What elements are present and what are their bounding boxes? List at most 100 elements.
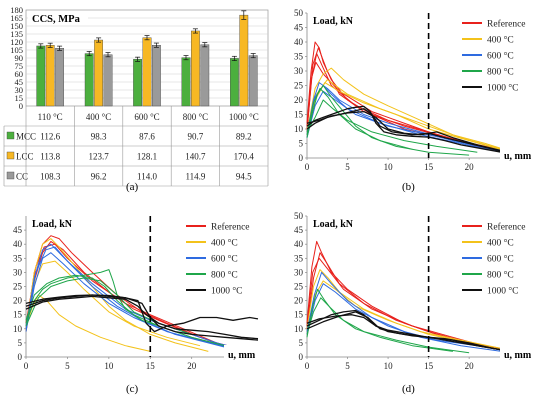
- bar-cc: [248, 55, 258, 107]
- y-tick-label: 5: [299, 338, 304, 348]
- y-tick-label: 10: [13, 324, 23, 334]
- x-tick-label: 15: [424, 361, 434, 371]
- table-cell-value: 89.2: [236, 132, 252, 142]
- x-tick-label: 5: [345, 361, 350, 371]
- curve-1000c: [306, 108, 518, 156]
- bar-cc: [200, 44, 210, 107]
- bar-lcc: [190, 30, 200, 107]
- table-cell-value: 128.1: [137, 152, 157, 162]
- curve-800c: [306, 288, 453, 352]
- legend-label: 400 °C: [211, 238, 238, 249]
- x-tick-label: 0: [24, 361, 29, 371]
- category-label: 1000 °C: [229, 112, 259, 122]
- y-tick-label: 35: [294, 52, 304, 62]
- y-tick-label: 5: [299, 139, 304, 149]
- table-cell-value: 140.7: [185, 152, 206, 162]
- curve-800c: [306, 297, 470, 354]
- y-tick-label: 165: [10, 13, 23, 23]
- table-cell-value: 98.3: [91, 132, 107, 142]
- x-tick-label: 10: [104, 361, 114, 371]
- bar-cc: [55, 48, 65, 107]
- ylabel-backdrop: [29, 217, 77, 230]
- legend-label: Reference: [211, 222, 250, 233]
- curve-1000c: [25, 295, 259, 340]
- y-tick-label: 135: [10, 29, 23, 39]
- y-tick-label: 75: [15, 61, 24, 71]
- xlabel-backdrop: [500, 146, 538, 170]
- y-tick-label: 30: [13, 267, 23, 277]
- y-tick-label: 120: [10, 37, 23, 47]
- legend-label: Reference: [487, 19, 526, 30]
- legend-label: 400 °C: [487, 238, 514, 249]
- y-tick-label: 15: [13, 310, 23, 320]
- x-axis-label: u, mm: [228, 350, 256, 361]
- panel-label-d: (d): [402, 383, 415, 395]
- legend-label: 600 °C: [487, 254, 514, 265]
- y-tick-label: 25: [294, 81, 304, 91]
- table-cell-value: 114.9: [185, 172, 205, 182]
- line-chart-panel-d: 051015202530354045500510152025Load, kNu,…: [294, 211, 538, 371]
- x-tick-label: 15: [146, 361, 156, 371]
- y-tick-label: 150: [10, 21, 23, 31]
- series-name: MCC: [16, 132, 36, 142]
- series-name: CC: [16, 172, 28, 182]
- curve-1000c: [306, 105, 527, 158]
- curve-800c: [306, 87, 413, 150]
- y-tick-label: 45: [13, 225, 23, 235]
- legend-label: 600 °C: [211, 254, 238, 265]
- bar-mcc: [133, 59, 142, 107]
- y-tick-label: 15: [15, 93, 24, 103]
- bar-mcc: [36, 45, 46, 107]
- table-cell-value: 123.7: [88, 152, 109, 162]
- table-cell-value: 114.0: [137, 172, 157, 182]
- y-tick-label: 40: [294, 37, 304, 47]
- category-label: 400 °C: [86, 112, 111, 122]
- category-label: 800 °C: [183, 112, 208, 122]
- table-cell-value: 112.6: [40, 132, 60, 142]
- x-tick-label: 20: [187, 361, 197, 371]
- curve-reference: [306, 257, 494, 349]
- x-tick-label: 0: [305, 361, 310, 371]
- bar-cc: [151, 45, 161, 107]
- bar-lcc: [94, 39, 104, 107]
- x-tick-label: 5: [345, 162, 350, 172]
- y-tick-label: 180: [10, 5, 23, 15]
- y-tick-label: 50: [294, 8, 304, 18]
- y-tick-label: 30: [15, 85, 24, 95]
- panel-label-a: (a): [126, 181, 139, 193]
- panel-label-c: (c): [126, 383, 139, 395]
- legend-swatch: [6, 151, 15, 160]
- y-tick-label: 5: [18, 338, 23, 348]
- table-cell-value: 90.7: [188, 132, 204, 142]
- bar-lcc: [239, 14, 249, 107]
- legend-swatch: [6, 171, 15, 180]
- x-axis-label: u, mm: [504, 151, 532, 162]
- curve-400c: [306, 269, 510, 352]
- table-cell-value: 87.6: [139, 132, 155, 142]
- ylabel-backdrop: [310, 217, 358, 230]
- y-tick-label: 0: [19, 101, 23, 111]
- y-tick-label: 40: [13, 239, 23, 249]
- y-axis-label: Load, kN: [313, 219, 354, 230]
- table-cell-value: 96.2: [91, 172, 107, 182]
- legend-label: 600 °C: [487, 51, 514, 62]
- curve-400c: [306, 82, 510, 153]
- x-tick-label: 10: [384, 361, 394, 371]
- curve-600c: [306, 271, 518, 354]
- y-axis-label: Load, kN: [313, 16, 354, 27]
- legend-label: 800 °C: [487, 270, 514, 281]
- bar-lcc: [45, 45, 55, 107]
- bar-cc: [103, 54, 113, 107]
- bar-lcc: [142, 37, 152, 107]
- title-backdrop: [28, 11, 88, 25]
- category-label: 600 °C: [134, 112, 159, 122]
- x-tick-label: 10: [384, 162, 394, 172]
- y-tick-label: 10: [294, 324, 304, 334]
- x-tick-label: 0: [305, 162, 310, 172]
- x-tick-label: 15: [424, 162, 434, 172]
- y-tick-label: 50: [294, 211, 304, 221]
- chart-title: CCS, MPa: [32, 14, 81, 25]
- y-tick-label: 45: [294, 23, 304, 33]
- ylabel-backdrop: [310, 14, 358, 27]
